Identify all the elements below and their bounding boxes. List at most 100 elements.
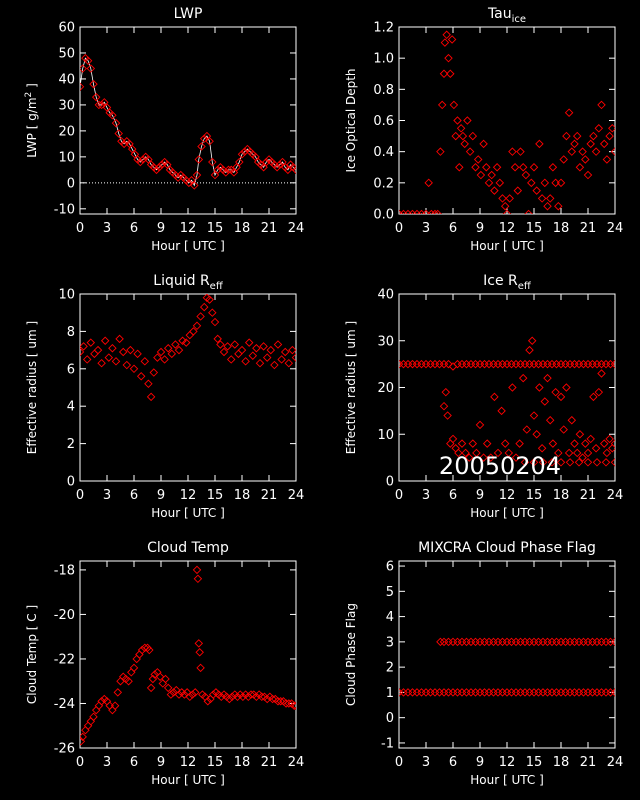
x-tick-label: 6 <box>449 755 457 770</box>
y-tick-label: 40 <box>58 72 75 87</box>
data-point <box>599 439 609 448</box>
data-point <box>532 430 541 439</box>
data-point <box>230 340 240 349</box>
data-point <box>486 453 496 462</box>
data-point <box>532 186 541 195</box>
data-point <box>276 697 285 706</box>
data-point <box>484 178 494 188</box>
data-point <box>268 694 277 704</box>
data-point <box>111 118 121 128</box>
series-markers <box>80 53 296 190</box>
data-point <box>140 643 150 653</box>
data-point <box>602 155 612 164</box>
data-point <box>436 147 445 156</box>
data-point <box>597 369 606 378</box>
x-tick-label: 12 <box>180 221 197 236</box>
data-point <box>188 690 197 699</box>
y-tick-label: 6 <box>386 560 394 575</box>
data-point <box>163 683 173 693</box>
data-point <box>146 392 156 402</box>
data-point <box>80 342 88 351</box>
data-point <box>451 131 460 141</box>
data-point <box>100 336 110 345</box>
x-tick-label: 21 <box>580 755 597 770</box>
data-point <box>597 100 606 110</box>
data-point <box>86 338 96 347</box>
data-point <box>545 415 555 425</box>
data-point <box>197 142 206 151</box>
data-point <box>458 131 468 141</box>
y-tick-label: 0.2 <box>373 176 394 191</box>
data-point <box>602 448 612 458</box>
data-point <box>284 699 294 708</box>
chart-title-main: Ice R <box>483 273 518 289</box>
data-point <box>225 694 234 704</box>
data-point <box>155 672 165 681</box>
x-tick-label: 12 <box>499 755 516 770</box>
x-tick-label: 9 <box>157 488 165 503</box>
data-point <box>433 209 442 214</box>
x-tick-label: 9 <box>157 755 165 770</box>
x-tick-label: 0 <box>76 755 84 770</box>
x-tick-label: 3 <box>422 488 430 503</box>
data-point <box>500 201 510 211</box>
data-point <box>594 387 604 397</box>
y-tick-label: -18 <box>54 563 75 578</box>
x-axis-label: Hour [ UTC ] <box>151 506 225 520</box>
data-point <box>129 364 139 374</box>
data-point <box>608 124 615 133</box>
data-point <box>610 637 615 647</box>
y-tick-label: -26 <box>54 742 75 757</box>
data-point <box>248 351 258 360</box>
data-point <box>522 425 532 434</box>
data-point <box>91 92 101 102</box>
x-tick-label: 6 <box>449 488 457 503</box>
y-axis-label-part: ] <box>25 83 39 92</box>
data-point <box>537 194 547 203</box>
data-point <box>229 168 239 177</box>
data-point <box>454 448 463 458</box>
data-point <box>216 340 225 349</box>
data-point <box>455 163 464 172</box>
data-point <box>221 168 231 177</box>
x-tick-label: 6 <box>449 221 457 236</box>
y-axis-label-part: Cloud Phase Flag <box>344 603 358 706</box>
x-tick-label: 3 <box>422 221 430 236</box>
x-tick-label: 15 <box>526 221 543 236</box>
data-point <box>184 178 194 188</box>
chart-title: Cloud Temp <box>147 540 229 556</box>
data-point <box>210 317 220 327</box>
data-point <box>508 383 517 392</box>
data-point <box>124 676 133 686</box>
data-point <box>83 56 93 66</box>
data-point <box>586 434 595 444</box>
data-point <box>192 170 202 180</box>
data-point <box>235 157 244 167</box>
data-point <box>479 453 488 462</box>
data-point <box>592 458 602 467</box>
data-point <box>424 178 433 188</box>
data-point <box>520 458 530 467</box>
chart-title: LWP <box>174 6 203 22</box>
data-point <box>529 163 539 172</box>
chart-title-subscript: eff <box>518 281 532 292</box>
data-point <box>280 347 290 357</box>
x-tick-label: 12 <box>180 755 197 770</box>
data-point <box>605 434 614 444</box>
data-point <box>223 342 232 351</box>
data-point <box>513 186 523 195</box>
data-point <box>559 425 568 434</box>
data-point <box>586 139 595 149</box>
data-point <box>174 345 184 355</box>
data-point <box>564 108 574 117</box>
x-tick-label: 24 <box>607 221 624 236</box>
x-tick-label: 6 <box>130 221 138 236</box>
data-point <box>266 345 276 355</box>
data-point <box>471 163 480 172</box>
data-point <box>89 79 98 89</box>
data-point <box>129 663 139 673</box>
y-tick-label: -1 <box>381 736 394 751</box>
data-point <box>194 639 204 648</box>
y-axis-label-part: Cloud Temp [ C ] <box>25 605 39 704</box>
